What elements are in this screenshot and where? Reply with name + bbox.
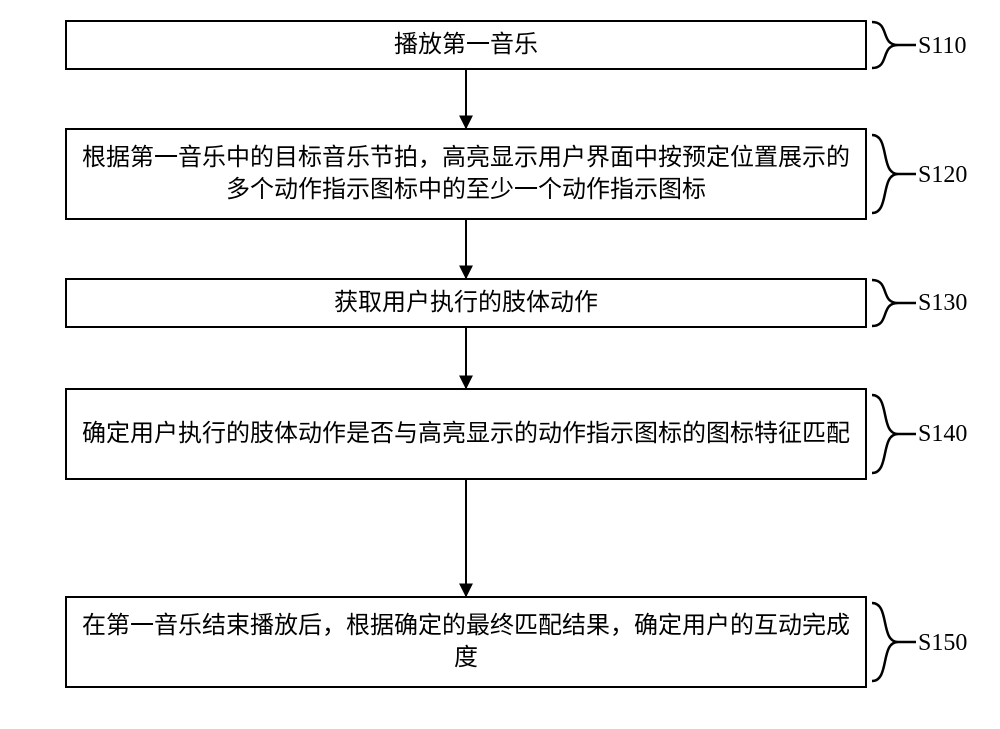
step-label-s120: S120 xyxy=(918,162,967,189)
flowchart-canvas: 播放第一音乐 根据第一音乐中的目标音乐节拍，高亮显示用户界面中按预定位置展示的多… xyxy=(0,0,1000,729)
flow-node-s130: 获取用户执行的肢体动作 xyxy=(65,278,867,328)
brace-icon xyxy=(870,20,918,70)
step-label-s140: S140 xyxy=(918,421,967,448)
brace-icon xyxy=(870,133,918,215)
flow-node-text: 播放第一音乐 xyxy=(394,29,538,61)
flow-node-s120: 根据第一音乐中的目标音乐节拍，高亮显示用户界面中按预定位置展示的多个动作指示图标… xyxy=(65,128,867,220)
flow-node-s110: 播放第一音乐 xyxy=(65,20,867,70)
brace-icon xyxy=(870,601,918,683)
brace-icon xyxy=(870,393,918,475)
flow-node-text: 根据第一音乐中的目标音乐节拍，高亮显示用户界面中按预定位置展示的多个动作指示图标… xyxy=(75,142,857,207)
flow-node-text: 确定用户执行的肢体动作是否与高亮显示的动作指示图标的图标特征匹配 xyxy=(82,418,850,450)
flow-node-s140: 确定用户执行的肢体动作是否与高亮显示的动作指示图标的图标特征匹配 xyxy=(65,388,867,480)
brace-icon xyxy=(870,278,918,328)
step-label-s150: S150 xyxy=(918,630,967,657)
step-label-s110: S110 xyxy=(918,33,966,60)
flow-node-text: 在第一音乐结束播放后，根据确定的最终匹配结果，确定用户的互动完成度 xyxy=(75,610,857,675)
flow-node-s150: 在第一音乐结束播放后，根据确定的最终匹配结果，确定用户的互动完成度 xyxy=(65,596,867,688)
flow-node-text: 获取用户执行的肢体动作 xyxy=(334,287,598,319)
step-label-s130: S130 xyxy=(918,290,967,317)
